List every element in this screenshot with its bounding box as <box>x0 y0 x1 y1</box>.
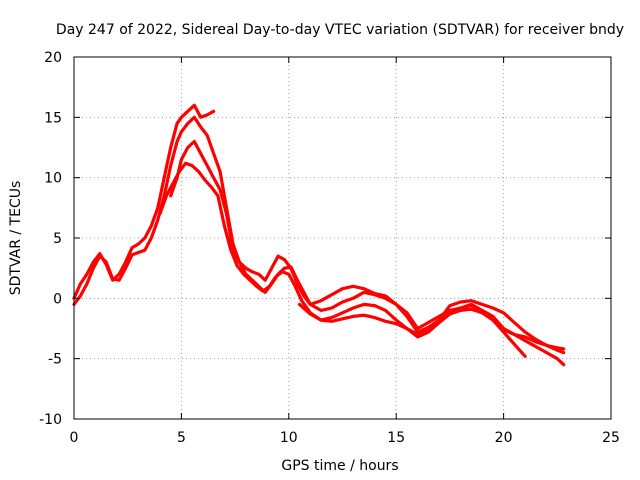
series-layer <box>72 103 566 367</box>
y-tick-label: -5 <box>48 352 62 368</box>
x-tick-label: 10 <box>280 430 298 446</box>
x-tick-label: 5 <box>177 430 186 446</box>
x-axis-label: GPS time / hours <box>281 458 398 474</box>
y-tick-label: 10 <box>44 171 62 187</box>
y-axis-label: SDTVAR / TECUs <box>8 181 24 296</box>
series-line-sat-c <box>169 139 566 355</box>
x-tick-label: 15 <box>387 430 405 446</box>
x-tick-label: 25 <box>602 430 620 446</box>
y-tick-label: 15 <box>44 110 62 126</box>
y-tick-label: -10 <box>39 412 62 428</box>
tick-layer: 0 5 10 15 20 25 -10 -5 0 5 10 15 20 <box>39 50 620 446</box>
y-tick-label: 0 <box>53 291 62 307</box>
series-line-sat-d <box>158 161 527 358</box>
series-line-sat-e <box>297 302 566 351</box>
x-tick-label: 0 <box>70 430 79 446</box>
series-line-sat-a <box>72 103 216 300</box>
series-line-sat-b <box>72 115 566 367</box>
x-tick-label: 20 <box>495 430 513 446</box>
grid-layer <box>74 57 611 419</box>
chart-title: Day 247 of 2022, Sidereal Day-to-day VTE… <box>56 22 624 38</box>
y-tick-label: 5 <box>53 231 62 247</box>
y-tick-label: 20 <box>44 50 62 66</box>
